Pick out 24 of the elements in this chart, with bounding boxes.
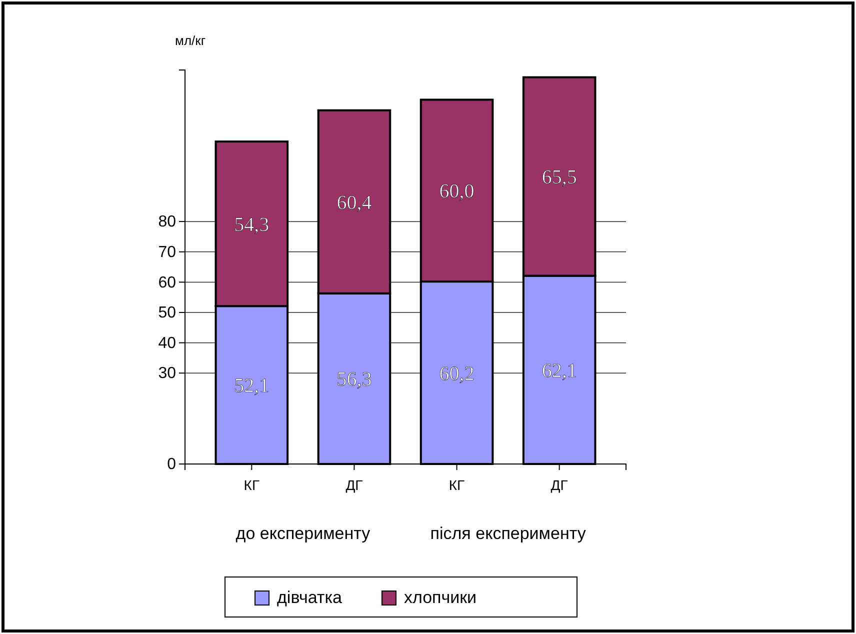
text: до експерименту — [236, 524, 371, 543]
text: 52,1 — [234, 375, 270, 398]
y-tick-label: 80 — [158, 214, 176, 231]
text: 60,0 — [439, 180, 474, 203]
y-axis-title: мл/кг — [175, 33, 206, 48]
text: 56,3 — [336, 368, 372, 391]
text: 60,2 — [439, 362, 474, 385]
x-tick-label: ДГ — [346, 476, 364, 493]
legend-label: дівчатка — [277, 588, 342, 607]
y-tick-label: 30 — [158, 365, 176, 382]
x-tick-label: ДГ — [550, 476, 568, 493]
y-tick-label: 0 — [167, 456, 176, 474]
x-tick-label: КГ — [448, 476, 466, 493]
text: 54,3 — [234, 214, 270, 236]
text: 62,1 — [542, 360, 577, 382]
y-tick-label: 60 — [158, 274, 176, 292]
legend-label: хлопчики — [404, 588, 477, 607]
text: 65,5 — [542, 166, 577, 189]
y-tick-label: 50 — [158, 304, 176, 322]
y-tick-label: 40 — [158, 334, 176, 352]
y-tick-label: 70 — [158, 244, 176, 261]
text: після експерименту — [430, 524, 586, 543]
x-tick-label: КГ — [244, 476, 260, 493]
text: 60,4 — [336, 192, 372, 214]
